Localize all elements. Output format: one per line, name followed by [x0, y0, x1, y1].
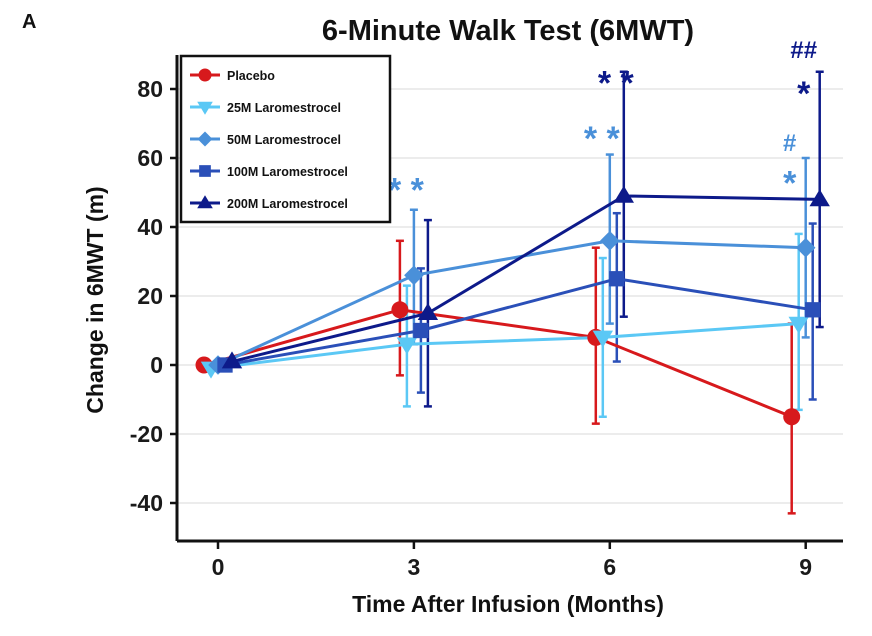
x-tick-label: 9: [799, 554, 812, 580]
series-lines: [203, 194, 820, 419]
significance-marker: #: [783, 130, 796, 157]
x-tick-label: 6: [603, 554, 616, 580]
data-point: [788, 316, 809, 334]
legend-marker-icon: [197, 195, 213, 209]
legend-marker-icon: [199, 165, 211, 177]
y-ticks: -40 -20 0 20 40 60 80: [130, 76, 177, 516]
x-ticks: 0 3 6 9: [212, 541, 812, 580]
series-line: [217, 239, 806, 367]
y-tick-label: 60: [137, 145, 163, 171]
x-tick-label: 0: [212, 554, 225, 580]
significance-marker: *: [797, 75, 811, 113]
data-point: [609, 271, 625, 287]
axes: [175, 55, 843, 543]
data-point: [391, 301, 409, 319]
y-tick-label: 40: [137, 214, 163, 240]
series-line: [210, 322, 799, 370]
data-point: [404, 265, 424, 286]
significance-marker: ##: [790, 37, 817, 64]
data-point: [600, 231, 620, 251]
significance-marker: * *: [598, 65, 635, 103]
legend-marker-icon: [197, 131, 213, 147]
data-point: [805, 302, 821, 318]
significance-marker: * *: [388, 172, 425, 210]
x-tick-label: 3: [408, 554, 421, 580]
y-tick-label: 80: [137, 76, 163, 102]
legend-label: 200M Laromestrocel: [227, 197, 348, 211]
significance-annotations: * ** ** *#*##*: [388, 37, 817, 210]
y-tick-label: -20: [130, 421, 163, 447]
legend: Placebo 25M Laromestrocel 50M Laromestroce…: [179, 54, 392, 224]
data-point: [396, 337, 418, 355]
y-tick-label: 20: [137, 283, 163, 309]
data-point: [417, 303, 439, 321]
significance-marker: *: [783, 165, 797, 203]
significance-marker: * *: [584, 120, 621, 158]
y-axis-title: Change in 6MWT (m): [82, 186, 108, 413]
legend-marker-icon: [197, 101, 213, 115]
chart-title: 6-Minute Walk Test (6MWT): [322, 15, 694, 47]
legend-label: 25M Laromestrocel: [227, 101, 341, 115]
x-axis-title: Time After Infusion (Months): [352, 591, 664, 617]
legend-marker-icon: [198, 68, 212, 82]
legend-label: 50M Laromestrocel: [227, 133, 341, 147]
data-point: [221, 351, 243, 369]
series-line: [224, 277, 813, 367]
series-line: [203, 308, 793, 419]
series-line: [231, 194, 820, 364]
panel-letter: A: [22, 11, 36, 33]
data-point: [795, 237, 816, 258]
y-tick-label: -40: [130, 490, 163, 516]
data-point: [809, 189, 830, 207]
series-markers: [195, 185, 830, 426]
data-point: [592, 330, 613, 348]
data-point: [413, 322, 429, 339]
data-point: [613, 185, 634, 203]
legend-label: Placebo: [227, 69, 275, 83]
y-tick-label: 0: [150, 352, 163, 378]
data-point: [783, 408, 801, 426]
legend-label: 100M Laromestrocel: [227, 165, 348, 179]
